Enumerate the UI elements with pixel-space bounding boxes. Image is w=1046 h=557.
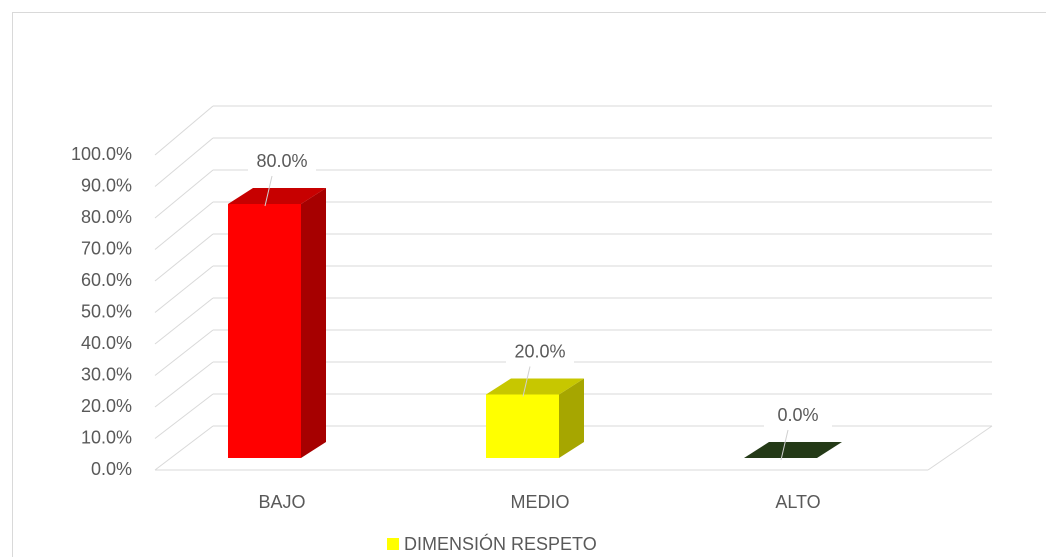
data-label-bg [764,402,832,430]
y-tick-label: 30.0% [81,364,132,384]
data-label: 80.0% [256,151,307,171]
leader-line [264,175,273,207]
y-tick-label: 60.0% [81,270,132,290]
legend-swatch [387,538,399,550]
bar [228,204,301,458]
y-tick-label: 10.0% [81,427,132,447]
side-grid-line [154,393,214,439]
floor-edge [927,425,993,471]
side-grid-line [154,201,214,250]
side-grid-line [154,425,214,471]
y-tick-label: 0.0% [91,459,132,479]
y-tick-label: 80.0% [81,207,132,227]
data-label-bg [506,338,574,367]
leader-line [780,429,789,461]
bar-top [744,442,842,458]
side-grid-line [154,169,214,219]
y-tick-label: 40.0% [81,333,132,353]
x-tick-label: BAJO [258,492,305,512]
data-label: 20.0% [514,341,565,361]
bar-top [486,378,584,395]
data-label: 0.0% [777,405,818,425]
side-grid-line [154,137,214,187]
x-tick-label: MEDIO [510,492,569,512]
x-tick-label: ALTO [775,492,820,512]
side-grid-line [154,329,214,376]
bar-top [228,188,326,204]
bar [486,394,559,458]
legend-label: DIMENSIÓN RESPETO [404,533,597,554]
y-tick-label: 100.0% [71,144,132,164]
side-grid-line [154,233,214,282]
side-grid-line [154,105,214,156]
y-tick-label: 70.0% [81,238,132,258]
leader-line [522,366,531,397]
bar-side [559,378,584,458]
y-tick-label: 20.0% [81,396,132,416]
y-tick-label: 90.0% [81,175,132,195]
side-grid-line [154,265,214,313]
side-grid-line [154,297,214,345]
side-grid-line [154,361,214,408]
data-label-bg [248,148,316,176]
chart-frame [12,12,1046,557]
y-tick-label: 50.0% [81,301,132,321]
bar-side [301,188,326,458]
